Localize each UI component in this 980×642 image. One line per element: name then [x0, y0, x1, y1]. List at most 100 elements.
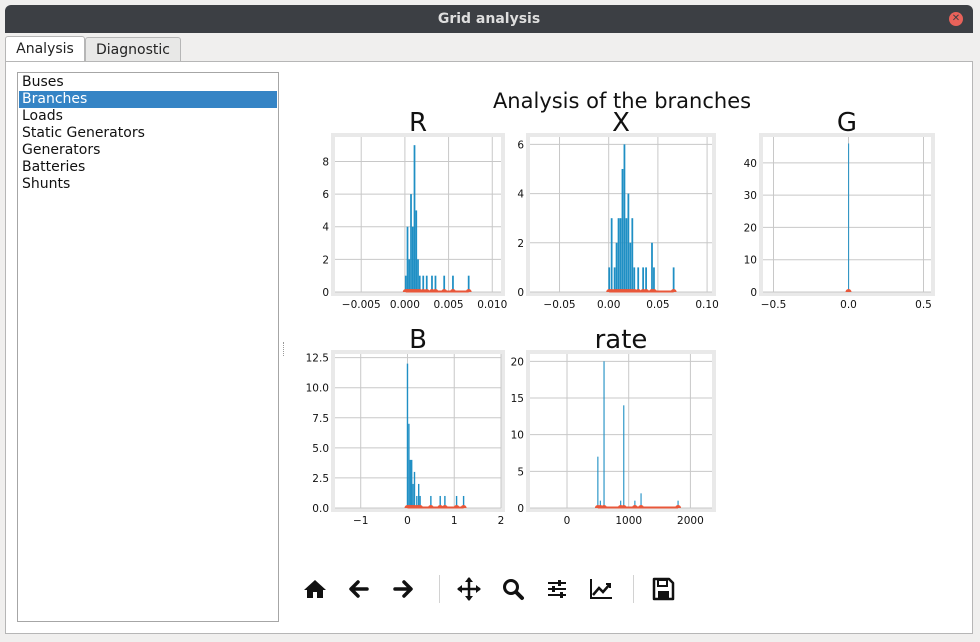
x-tick-label: −0.005 — [342, 299, 381, 311]
histogram-bar — [625, 218, 628, 292]
forward-button[interactable] — [387, 573, 419, 605]
y-tick-label: 10 — [511, 430, 524, 442]
y-tick-label: 5.0 — [312, 443, 329, 455]
home-button[interactable] — [299, 573, 331, 605]
back-button[interactable] — [343, 573, 375, 605]
histogram-bar — [620, 500, 622, 508]
x-tick-label: 1 — [451, 515, 458, 527]
x-tick-label: 0.0 — [840, 299, 857, 311]
save-button[interactable] — [647, 573, 679, 605]
customize-button[interactable] — [585, 573, 617, 605]
list-item-generators[interactable]: Generators — [22, 142, 101, 158]
histogram-bar — [623, 144, 626, 292]
x-tick-label: 0.000 — [390, 299, 420, 311]
subplot-x: X −0.05 0.00 0.05 0.10 0 2 4 6 — [517, 108, 718, 311]
move-icon — [457, 577, 481, 601]
subplot-title: B — [409, 325, 427, 355]
histogram-bar — [608, 267, 611, 292]
histogram-bar — [621, 168, 624, 292]
zoom-button[interactable] — [497, 573, 529, 605]
histogram-bar — [411, 226, 414, 292]
histogram-bar — [645, 267, 647, 292]
list-item-buses[interactable]: Buses — [22, 74, 64, 90]
histogram-bar — [410, 459, 413, 508]
x-tick-label: −0.5 — [761, 299, 787, 311]
histogram-bar — [430, 495, 432, 508]
floppy-disk-icon — [652, 577, 675, 601]
x-tick-label: 0.010 — [477, 299, 507, 311]
y-tick-label: 6 — [322, 189, 329, 201]
tab-diagnostic[interactable]: Diagnostic — [85, 37, 181, 62]
histogram-bar — [653, 267, 655, 292]
histogram-bar — [406, 363, 409, 508]
y-tick-label: 0.0 — [312, 503, 329, 515]
list-item-loads[interactable]: Loads — [22, 108, 63, 124]
list-item-branches[interactable]: Branches — [19, 91, 277, 108]
histogram-bar — [404, 275, 407, 292]
histogram-bar — [439, 495, 441, 508]
axes-frame — [331, 350, 505, 512]
object-type-list[interactable]: Buses Branches Loads Static Generators G… — [17, 72, 279, 622]
histogram-bar — [408, 423, 410, 508]
histogram-bar — [434, 275, 437, 292]
y-tick-label: 0 — [517, 503, 524, 515]
y-tick-label: 10.0 — [306, 383, 329, 395]
y-tick-label: 6 — [517, 139, 524, 151]
x-tick-label: 0 — [564, 515, 571, 527]
subplot-title: rate — [595, 325, 648, 355]
y-tick-label: 20 — [744, 222, 757, 234]
x-tick-label: 0.00 — [597, 299, 620, 311]
subplot-rate: rate 0 1000 2000 0 5 10 15 20 — [511, 325, 716, 527]
pan-button[interactable] — [453, 573, 485, 605]
histogram-bar — [415, 210, 418, 292]
close-button[interactable]: ✕ — [949, 12, 963, 26]
y-tick-label: 2.5 — [312, 473, 329, 485]
histogram-bar — [416, 495, 418, 508]
list-item-static-generators[interactable]: Static Generators — [22, 125, 145, 141]
histogram-bar — [623, 405, 625, 508]
subplot-g: G −0.5 0.0 0.5 0 10 20 30 40 — [744, 108, 935, 311]
x-tick-label: 2000 — [677, 515, 704, 527]
subplot-title: R — [409, 108, 427, 138]
y-tick-label: 5 — [517, 466, 524, 478]
histogram-bar — [467, 275, 470, 292]
y-tick-label: 0 — [322, 287, 329, 299]
histogram-bar — [627, 193, 630, 292]
magnifier-icon — [503, 579, 524, 600]
tab-analysis[interactable]: Analysis — [5, 36, 85, 63]
y-tick-label: 4 — [517, 189, 524, 201]
histogram-bar — [640, 493, 642, 508]
sliders-icon — [548, 580, 566, 598]
close-icon: ✕ — [951, 13, 961, 24]
histogram-bar — [615, 242, 618, 292]
plot-canvas[interactable]: Analysis of the branches R −0.005 0.000 0.0… — [295, 82, 951, 560]
subplot-r: R −0.005 0.000 0.005 0.010 0 2 4 6 8 — [322, 108, 507, 311]
title-bar: Grid analysis ✕ — [5, 5, 973, 33]
histogram-bar — [431, 275, 433, 292]
histogram-bar — [425, 275, 428, 292]
x-tick-label: −1 — [353, 515, 368, 527]
histogram-bar — [672, 267, 675, 292]
subplot-title: X — [612, 108, 630, 138]
histogram-bar — [452, 275, 454, 292]
window-title: Grid analysis — [437, 11, 541, 27]
histogram-bar — [462, 495, 465, 508]
subplots-button[interactable] — [541, 573, 573, 605]
y-tick-label: 7.5 — [312, 413, 329, 425]
axes-frame — [759, 133, 935, 296]
histogram-bar — [677, 500, 679, 508]
x-tick-label: −0.05 — [543, 299, 575, 311]
y-tick-label: 4 — [322, 222, 329, 234]
histogram-bar — [848, 143, 850, 292]
home-icon — [304, 580, 326, 598]
y-tick-label: 20 — [511, 356, 524, 368]
splitter-handle[interactable] — [283, 342, 286, 356]
axes-frame — [526, 133, 716, 296]
y-tick-label: 2 — [517, 238, 524, 250]
list-item-batteries[interactable]: Batteries — [22, 159, 86, 175]
figure-title: Analysis of the branches — [493, 89, 751, 113]
subplot-title: G — [837, 108, 857, 138]
histogram-bar — [634, 500, 636, 508]
histogram-bar — [408, 259, 411, 292]
list-item-shunts[interactable]: Shunts — [22, 176, 71, 192]
